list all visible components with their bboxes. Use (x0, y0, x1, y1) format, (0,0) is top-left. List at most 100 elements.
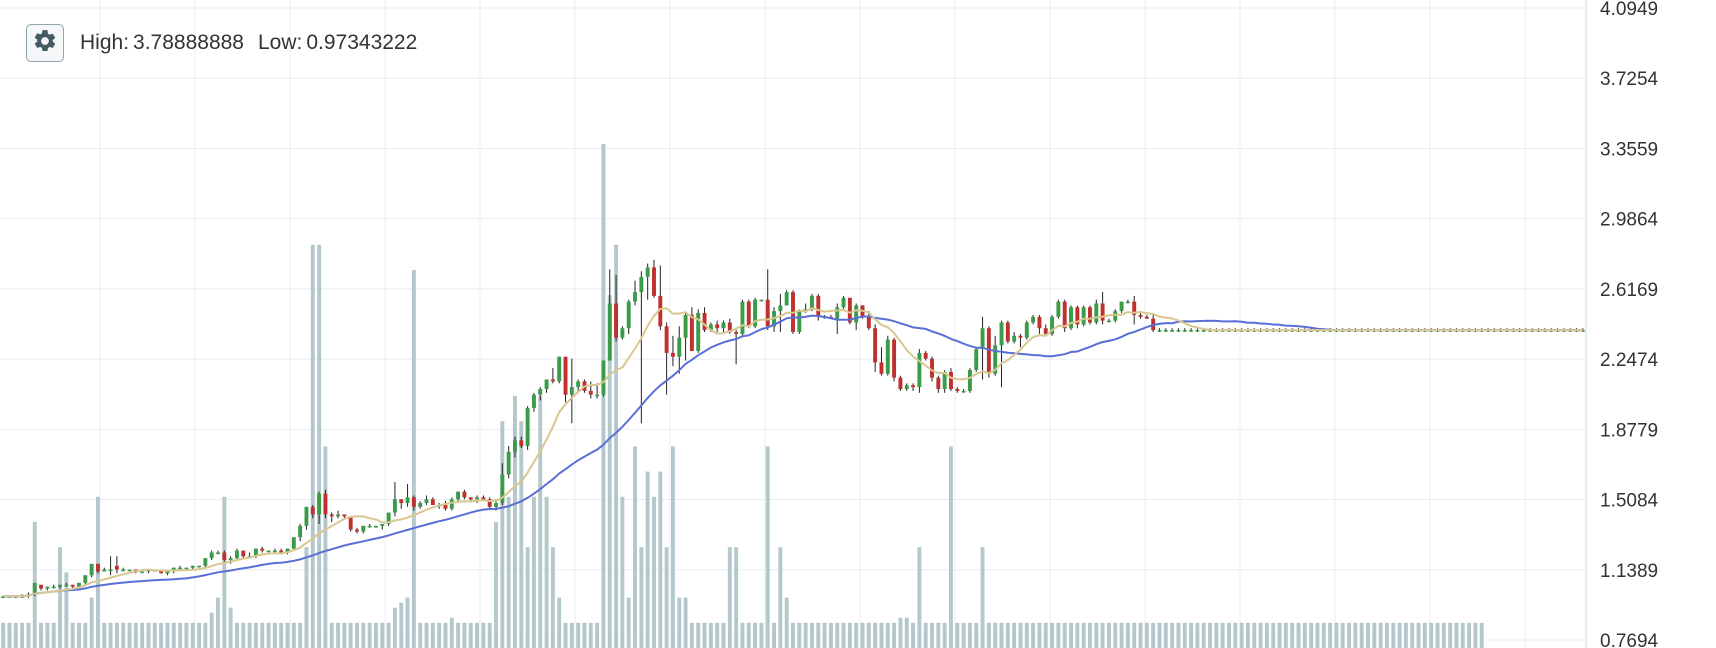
volume-bar (203, 622, 208, 648)
volume-bar (860, 622, 865, 648)
volume-bar (708, 622, 713, 648)
volume-bar (380, 622, 385, 648)
y-axis: 4.0949 3.7254 3.3559 2.9864 2.6169 2.2474 1.87… (1585, 0, 1659, 648)
candle-body (841, 297, 846, 308)
volume-bar (216, 597, 220, 648)
candle-body (399, 499, 404, 504)
volume-bar (39, 622, 44, 648)
candle-body (550, 379, 555, 382)
candle-body (955, 389, 960, 391)
candle-body (418, 503, 423, 507)
volume-bar (525, 547, 530, 648)
volume-bar (146, 622, 151, 648)
candle-body (89, 563, 94, 576)
candle-body (279, 550, 284, 553)
candle-body (740, 301, 745, 334)
volume-bar (582, 622, 587, 648)
candle-body (1081, 307, 1086, 325)
volume-bar (702, 622, 707, 648)
volume-bar (519, 421, 524, 648)
volume-bar (424, 622, 429, 648)
volume-bar (411, 270, 416, 648)
candle-body (1182, 330, 1187, 332)
volume-bar (689, 622, 694, 648)
volume-bar (746, 622, 751, 648)
volume-bar (911, 622, 916, 648)
volume-bar (405, 597, 410, 648)
candle-body (1580, 330, 1585, 332)
volume-bar (1467, 622, 1472, 648)
volume-bar (538, 396, 543, 648)
volume-bar (7, 622, 12, 648)
candle-body (1195, 330, 1200, 332)
candle-body (203, 558, 208, 566)
candle-body (980, 328, 985, 350)
volume-bar (77, 622, 81, 648)
candle-body (702, 313, 707, 331)
volume-bar (1227, 622, 1231, 648)
candle-body (923, 352, 928, 359)
candle-body (576, 381, 581, 388)
candle-body (348, 516, 353, 530)
candle-body (197, 565, 201, 568)
volume-bar (797, 622, 802, 648)
volume-bar (1302, 622, 1307, 648)
volume-bar (456, 622, 461, 648)
volume-bar (898, 617, 903, 648)
candle-body (1113, 311, 1118, 321)
volume-bar (658, 471, 663, 648)
volume-bar (1328, 622, 1333, 648)
volume-bar (1258, 622, 1263, 648)
candle-body (696, 313, 701, 352)
volume-bar (1435, 622, 1440, 648)
volume-bar (955, 622, 960, 648)
volume-bar (437, 622, 442, 648)
volume-bar (645, 471, 650, 648)
candle-body (380, 523, 385, 526)
volume-bar (260, 622, 265, 648)
volume-bar (626, 597, 631, 648)
volume-bar (1094, 622, 1099, 648)
volume-bar (1182, 622, 1187, 648)
candle-body (355, 529, 359, 532)
volume-bar (58, 547, 62, 648)
candle-body (228, 558, 233, 561)
y-tick-label: 2.9864 (1600, 210, 1659, 231)
volume-bar (550, 547, 555, 648)
volume-bar (1125, 622, 1130, 648)
volume-bar (1106, 622, 1111, 648)
y-tick-label: 1.5084 (1600, 491, 1659, 512)
candle-body (873, 328, 878, 363)
candle-body (462, 491, 467, 498)
volume-bar (1347, 622, 1352, 648)
volume-bar (209, 612, 214, 648)
volume-bar (1340, 622, 1345, 648)
volume-bar (607, 295, 612, 648)
y-tick-label: 4.0949 (1600, 0, 1658, 20)
candle-body (588, 390, 593, 395)
volume-bar (873, 622, 878, 648)
volume-bar (1315, 622, 1320, 648)
candle-body (1144, 316, 1149, 319)
candle-body (39, 584, 44, 589)
moving-average-slow (3, 314, 1583, 598)
candle-body (1, 596, 6, 599)
volume-bar (595, 622, 600, 648)
candle-body (285, 548, 290, 553)
volume-bar (1119, 622, 1124, 648)
volume-bar (304, 547, 309, 648)
candle-body (392, 499, 397, 513)
high-low-readout: High: 3.78888888 Low: 0.97343222 (80, 31, 421, 55)
volume-bar (1391, 622, 1396, 648)
volume-bar (443, 622, 448, 648)
volume-bar (1005, 622, 1010, 648)
volume-bar (892, 622, 897, 648)
candle-body (140, 571, 145, 573)
volume-bar (696, 622, 701, 648)
settings-button[interactable] (26, 24, 64, 62)
volume-bar (468, 622, 473, 648)
volume-bar (1157, 622, 1162, 648)
volume-bar (778, 547, 783, 648)
candle-body (765, 299, 770, 327)
